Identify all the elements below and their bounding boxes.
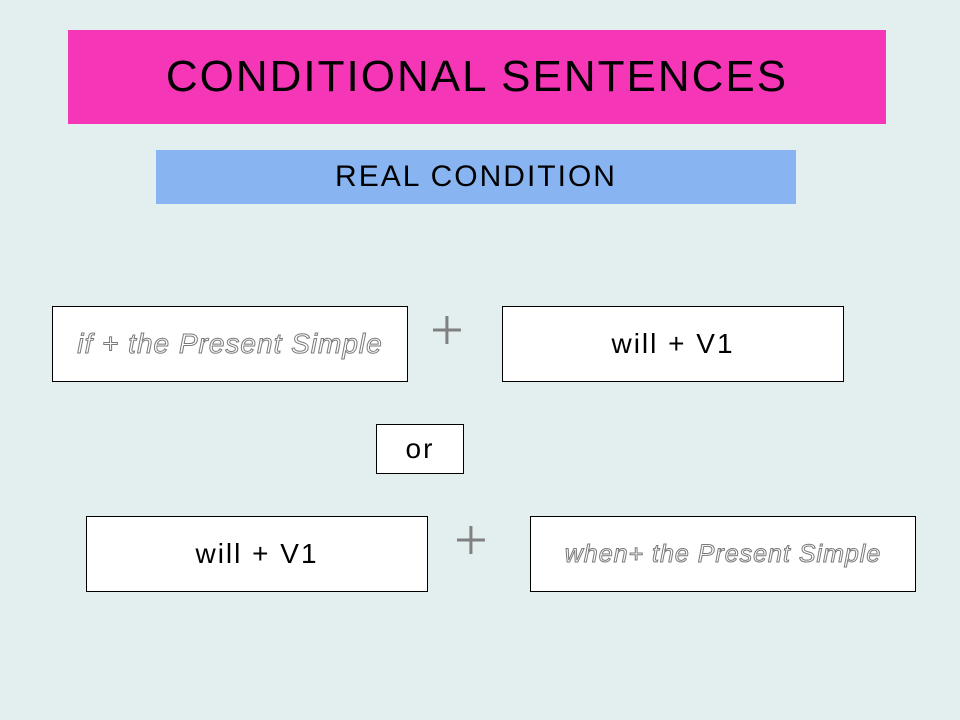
subtitle-banner: REAL CONDITION	[156, 150, 796, 204]
row2-plus-icon: +	[454, 506, 488, 575]
row1-right-text: will + V1	[611, 328, 734, 360]
row2-left-box: will + V1	[86, 516, 428, 592]
row2-plus-text: +	[454, 507, 488, 573]
row2-right-text: when+ the Present Simple	[565, 540, 882, 569]
row1-left-box: if + the Present Simple	[52, 306, 408, 382]
or-box: or	[376, 424, 464, 474]
title-banner: CONDITIONAL SENTENCES	[68, 30, 886, 124]
row1-plus-icon: +	[430, 296, 464, 365]
row1-right-box: will + V1	[502, 306, 844, 382]
row1-plus-text: +	[430, 297, 464, 363]
row2-left-text: will + V1	[195, 538, 318, 570]
title-text: CONDITIONAL SENTENCES	[166, 52, 788, 102]
slide: CONDITIONAL SENTENCES REAL CONDITION if …	[0, 0, 960, 720]
subtitle-text: REAL CONDITION	[335, 160, 617, 194]
or-text: or	[406, 433, 435, 465]
row1-left-text: if + the Present Simple	[77, 328, 382, 360]
row2-right-box: when+ the Present Simple	[530, 516, 916, 592]
